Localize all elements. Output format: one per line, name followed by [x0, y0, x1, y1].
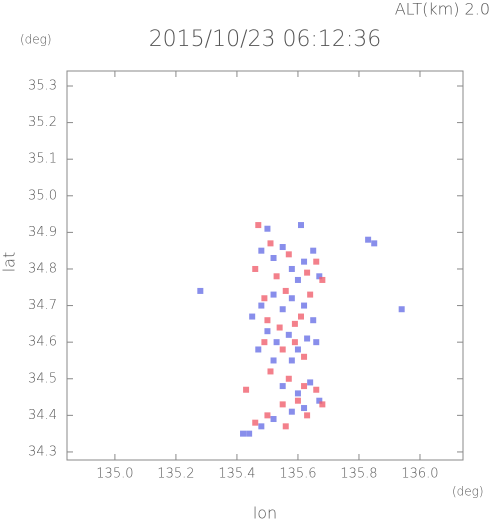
y-tick-label: 34.9	[28, 225, 57, 240]
data-point	[310, 247, 317, 254]
data-point	[288, 357, 295, 364]
data-point	[264, 328, 271, 335]
plot-frame	[66, 70, 464, 461]
data-point	[240, 430, 247, 437]
data-point	[288, 265, 295, 272]
data-point	[301, 258, 308, 265]
data-point	[270, 291, 277, 298]
y-tick-label: 34.4	[28, 408, 57, 423]
y-tick-label: 34.6	[28, 335, 57, 350]
data-point	[301, 353, 308, 360]
y-tick-label: 35.0	[28, 188, 57, 203]
data-point	[285, 251, 292, 258]
data-point	[279, 306, 286, 313]
data-point	[270, 254, 277, 261]
data-point	[255, 222, 262, 229]
data-point	[307, 291, 314, 298]
data-point	[261, 339, 268, 346]
data-point	[264, 225, 271, 232]
data-point	[264, 412, 271, 419]
chart-title: 2015/10/23 06:12:36	[149, 27, 382, 52]
y-unit: (deg)	[20, 33, 52, 47]
data-point	[294, 397, 301, 404]
data-point	[313, 386, 320, 393]
data-point	[316, 273, 323, 280]
x-tick-label: 135.2	[157, 467, 194, 482]
data-point	[316, 397, 323, 404]
data-point	[197, 287, 204, 294]
data-point	[282, 287, 289, 294]
y-tick-label: 35.1	[28, 152, 57, 167]
data-point	[304, 335, 311, 342]
x-tick-label: 135.6	[279, 467, 316, 482]
data-point	[291, 320, 298, 327]
data-point	[261, 295, 268, 302]
data-point	[252, 265, 259, 272]
data-point	[267, 240, 274, 247]
data-point	[310, 317, 317, 324]
data-point	[273, 339, 280, 346]
data-point	[249, 313, 256, 320]
data-point	[301, 302, 308, 309]
data-point	[279, 383, 286, 390]
data-point	[294, 346, 301, 353]
data-point	[258, 302, 265, 309]
data-point	[301, 405, 308, 412]
data-point	[313, 258, 320, 265]
data-point	[304, 269, 311, 276]
data-point	[307, 379, 314, 386]
data-point	[279, 401, 286, 408]
data-point	[319, 401, 326, 408]
data-point	[267, 368, 274, 375]
data-point	[319, 276, 326, 283]
data-point	[313, 339, 320, 346]
y-tick-label: 34.8	[28, 261, 57, 276]
y-tick-label: 34.3	[28, 444, 57, 459]
data-point	[270, 416, 277, 423]
data-point	[279, 346, 286, 353]
data-point	[258, 247, 265, 254]
data-point	[288, 295, 295, 302]
chart-subtitle: ALT(km) 2.0	[395, 0, 490, 19]
x-unit: (deg)	[452, 485, 484, 499]
data-point	[294, 276, 301, 283]
x-axis-label: lon	[253, 504, 277, 521]
x-tick-label: 135.0	[96, 467, 133, 482]
data-point	[285, 331, 292, 338]
y-axis-label: lat	[0, 252, 19, 273]
x-tick-label: 136.0	[401, 467, 438, 482]
y-tick-label: 35.3	[28, 79, 57, 94]
data-point	[255, 346, 262, 353]
data-point	[291, 339, 298, 346]
data-point	[298, 313, 304, 320]
y-tick-label: 34.7	[28, 298, 57, 313]
data-point	[298, 222, 304, 229]
x-tick-label: 135.8	[340, 467, 377, 482]
data-point	[276, 324, 283, 331]
data-point	[273, 273, 280, 280]
data-point	[258, 423, 265, 430]
data-point	[371, 240, 378, 247]
data-point	[282, 423, 289, 430]
y-tick-label: 35.2	[28, 115, 57, 130]
data-point	[365, 236, 372, 243]
data-point	[264, 317, 271, 324]
data-point	[246, 430, 253, 437]
x-tick-label: 135.4	[218, 467, 255, 482]
data-point	[270, 357, 277, 364]
data-point	[398, 306, 405, 313]
data-point	[294, 390, 301, 397]
data-point	[252, 419, 259, 426]
y-tick-label: 34.5	[28, 371, 57, 386]
data-point	[304, 412, 311, 419]
data-point	[243, 386, 250, 393]
data-point	[285, 375, 292, 382]
data-point	[279, 244, 286, 251]
data-point	[301, 383, 308, 390]
data-point	[288, 408, 295, 415]
